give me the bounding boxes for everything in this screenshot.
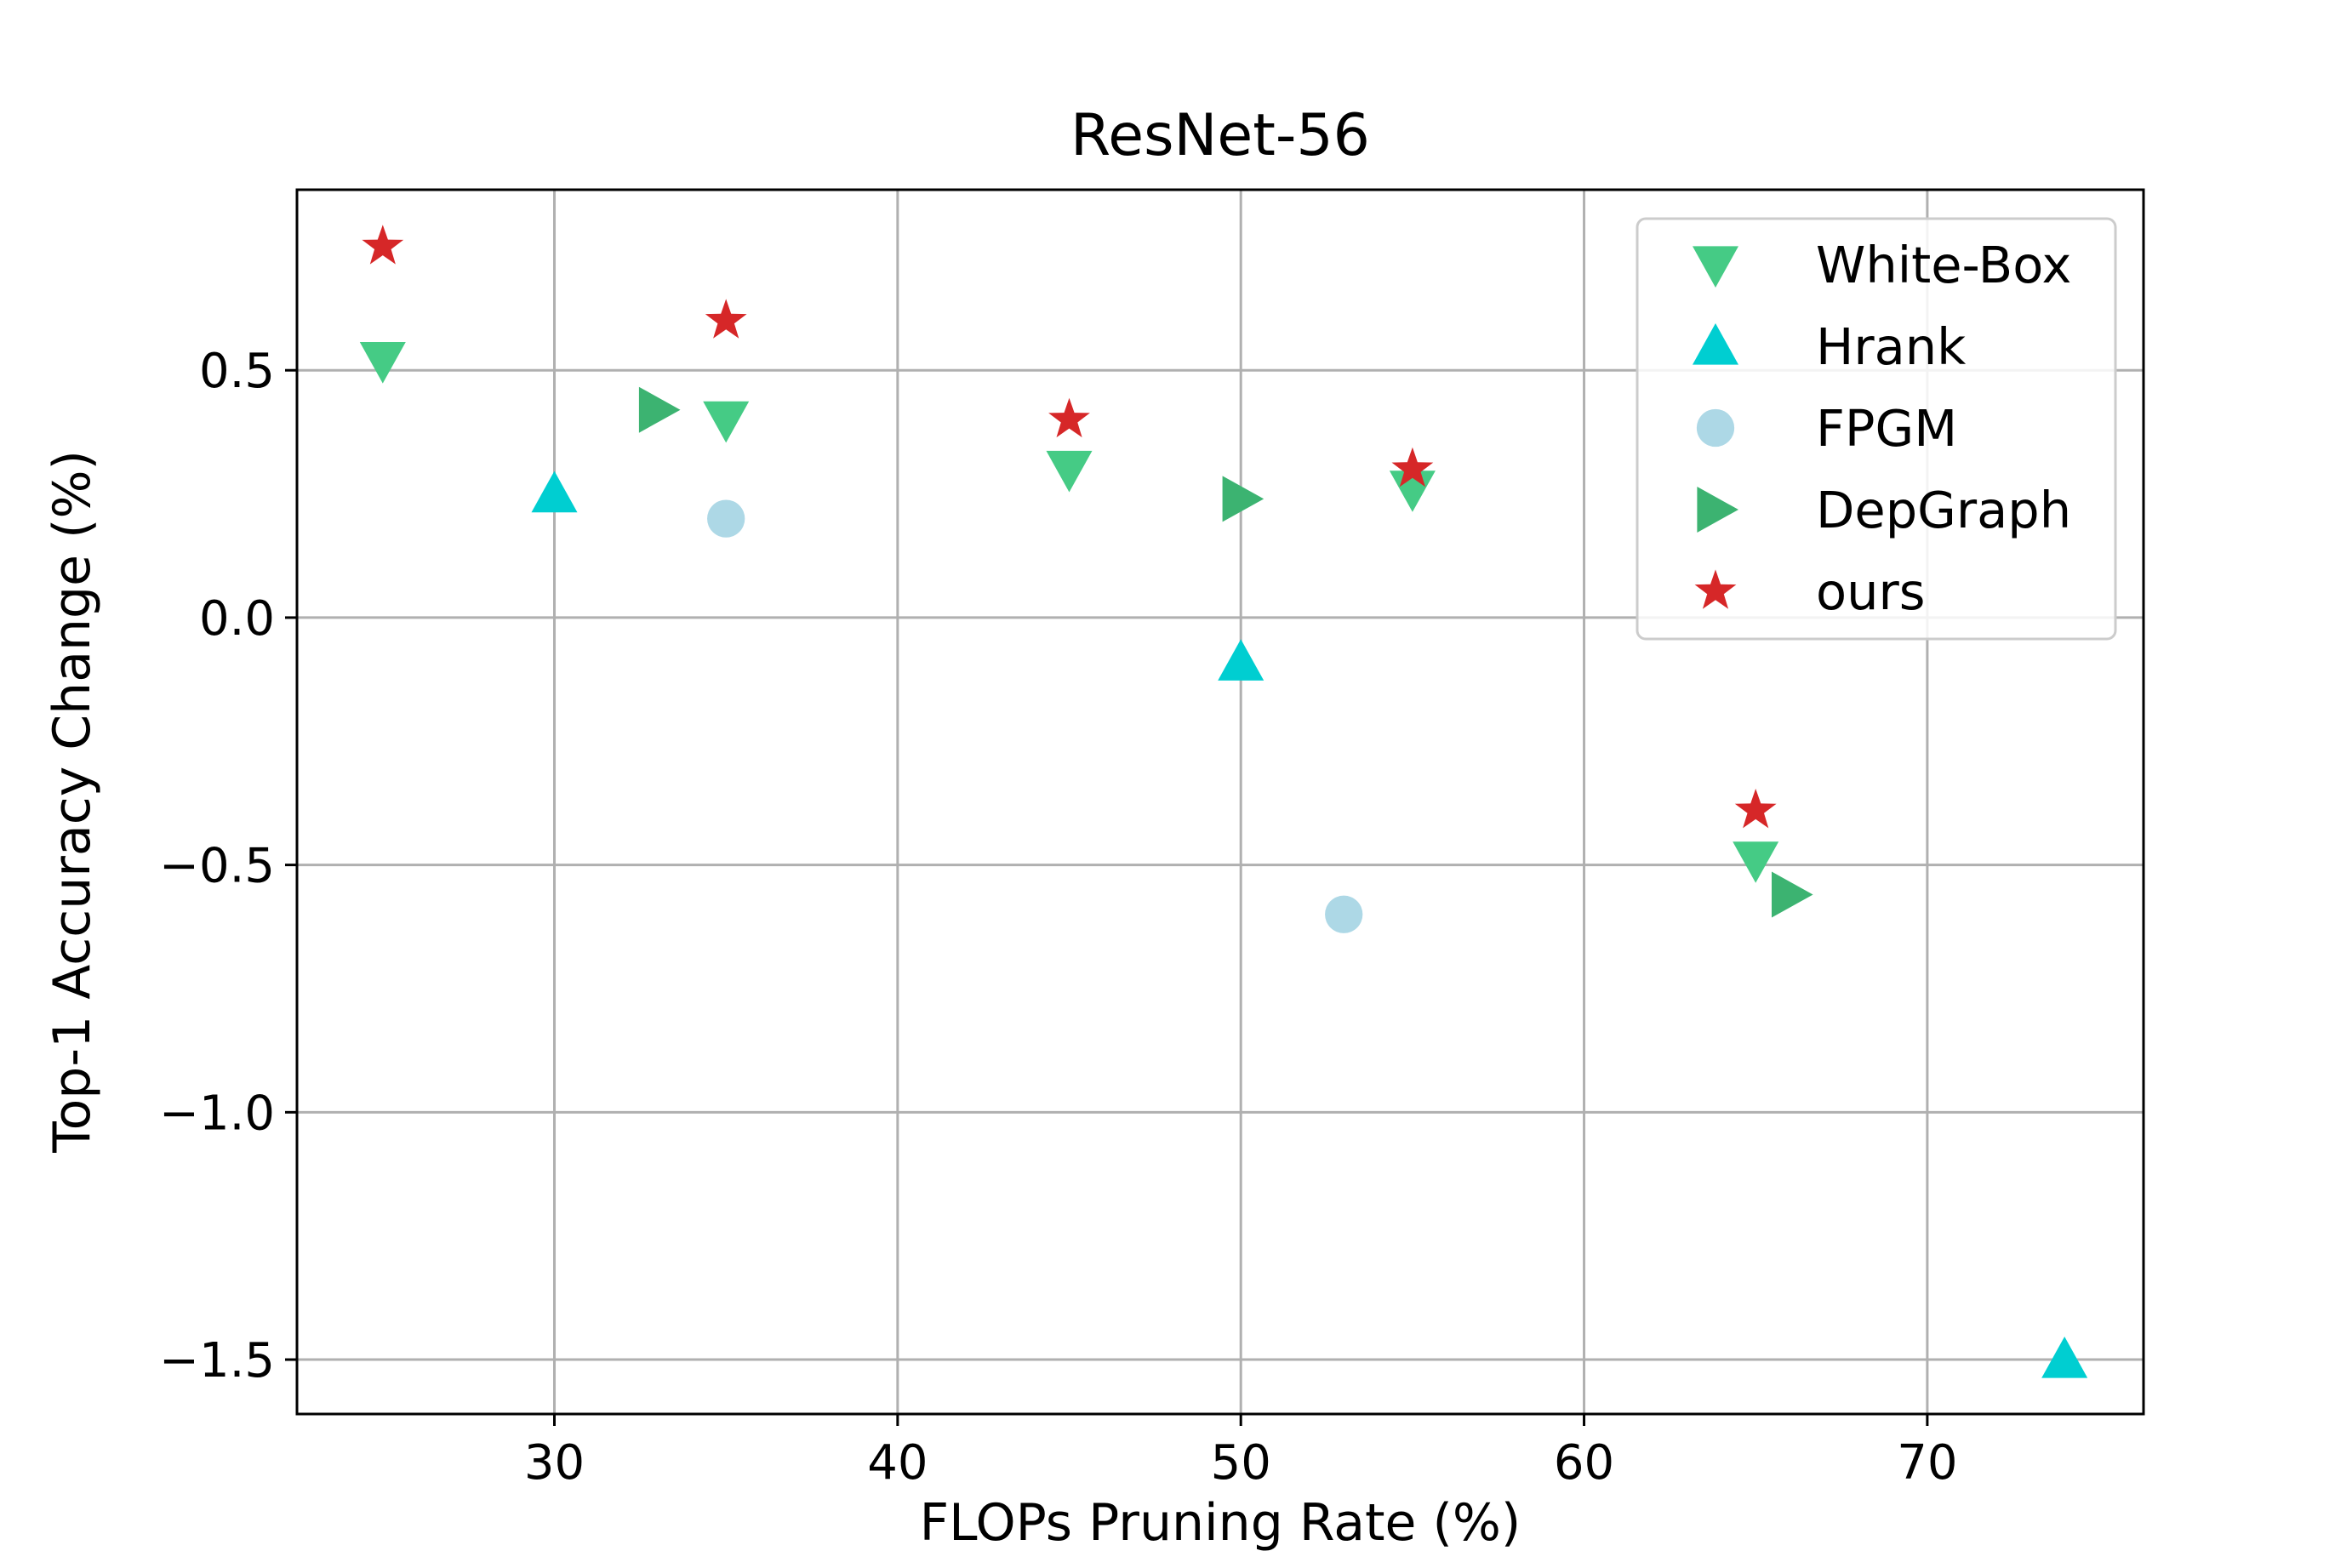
data-point-ours	[1391, 447, 1434, 488]
y-tick-label: −1.0	[159, 1086, 275, 1141]
data-point-hrank	[1218, 639, 1264, 681]
x-tick-label: 60	[1554, 1435, 1614, 1491]
plot-frame	[295, 188, 2145, 1416]
data-point-depgraph	[1772, 871, 1813, 918]
y-tick-label: 0.5	[199, 344, 275, 399]
legend-label: ours	[1816, 562, 1926, 621]
data-point-white-box	[703, 401, 750, 443]
x-tick-label: 70	[1897, 1435, 1957, 1491]
y-tick-label: −1.5	[159, 1333, 275, 1388]
data-point-white-box	[1046, 450, 1093, 493]
data-point-hrank	[531, 470, 578, 513]
x-tick-label: 50	[1211, 1435, 1271, 1491]
data-point-ours	[705, 299, 747, 339]
data-point-fpgm	[707, 499, 745, 538]
y-tick-label: −0.5	[159, 839, 275, 894]
legend-marker-depgraph	[1697, 487, 1738, 533]
chart-title: ResNet-56	[1070, 102, 1370, 169]
data-point-white-box	[1733, 841, 1779, 883]
legend-marker-fpgm	[1696, 408, 1735, 448]
data-points	[359, 225, 2088, 1378]
legend-label: DepGraph	[1816, 481, 2071, 539]
data-point-ours	[1734, 789, 1777, 829]
legend-marker-hrank	[1693, 323, 1738, 365]
data-point-ours	[362, 225, 404, 265]
legend-marker-white-box	[1693, 246, 1738, 288]
legend-marker-ours	[1694, 569, 1737, 609]
x-tick-label: 30	[524, 1435, 585, 1491]
legend-label: FPGM	[1816, 399, 1957, 458]
axis-ticks: 30 40 50 60 70 0.5 0.0 −0.5 −1.0 −1.5	[159, 344, 1958, 1491]
data-point-white-box	[1389, 470, 1436, 512]
x-axis-label: FLOPs Pruning Rate (%)	[920, 1493, 1521, 1553]
legend-label: White-Box	[1816, 236, 2071, 294]
data-point-depgraph	[638, 386, 681, 433]
legend: White-Box Hrank FPGM DepGraph ours	[1636, 217, 2117, 641]
data-point-depgraph	[1222, 476, 1264, 522]
data-point-fpgm	[1325, 895, 1363, 933]
y-tick-label: 0.0	[199, 591, 275, 647]
y-axis-label: Top-1 Accuracy Change (%)	[43, 450, 102, 1154]
legend-label: Hrank	[1816, 317, 1966, 376]
data-point-ours	[1048, 397, 1090, 438]
data-point-white-box	[359, 342, 406, 384]
legend-box	[1636, 217, 2117, 641]
data-point-hrank	[2041, 1337, 2088, 1378]
x-tick-label: 40	[867, 1435, 928, 1491]
